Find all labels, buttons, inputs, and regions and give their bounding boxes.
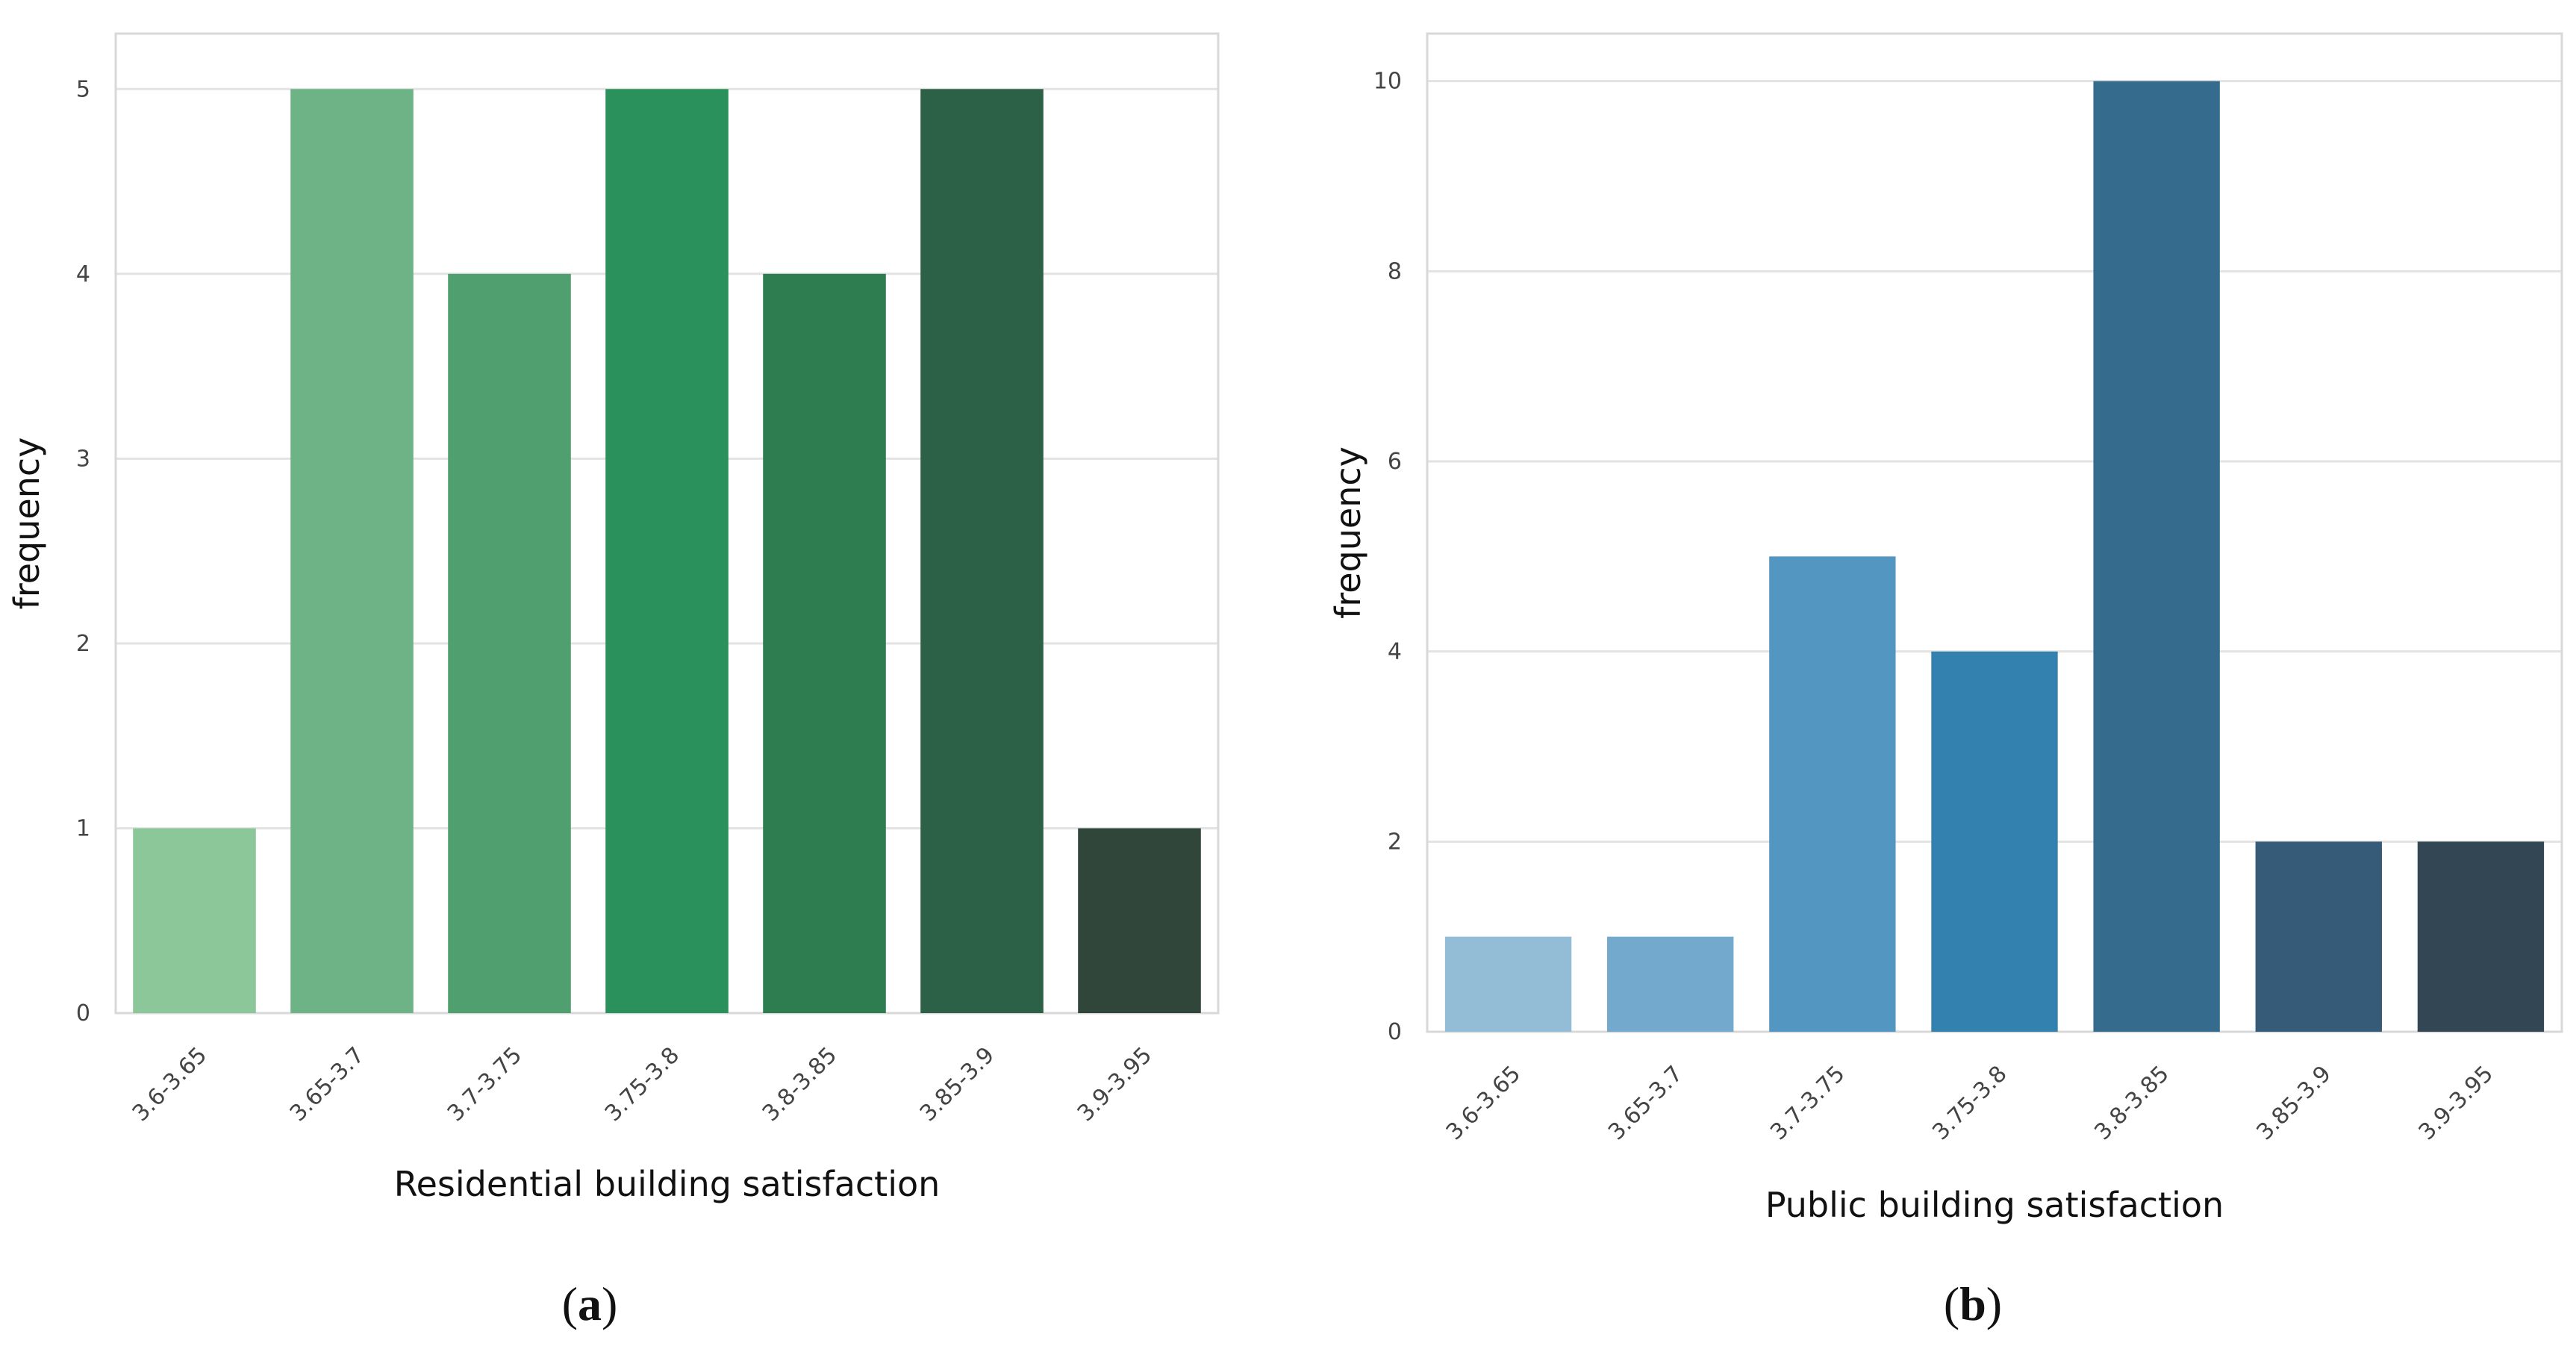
chart-a-bar [448,273,571,1014]
chart-a-bar [290,89,414,1013]
chart-a-xtick-label: 3.7-3.75 [443,1042,527,1127]
chart-a-xtick-label: 3.85-3.9 [915,1042,999,1127]
chart-b-ytick-label: 2 [1388,829,1402,855]
chart-a-ytick-label: 3 [76,446,90,472]
chart-b-ytick-label: 0 [1388,1019,1402,1045]
chart-b-xtick-label: 3.8-3.85 [2089,1061,2174,1145]
chart-a-ytick-label: 1 [76,815,90,841]
chart-b-y-axis-title: frequency [1328,446,1368,619]
chart-a-xtick-label: 3.9-3.95 [1073,1042,1157,1127]
chart-b-xtick-label: 3.85-3.9 [2252,1061,2336,1145]
chart-b-x-axis-title: Public building satisfaction [1765,1185,2224,1225]
chart-a-ytick-label: 5 [76,76,90,102]
chart-a-xtick-label: 3.6-3.65 [128,1042,212,1127]
panel-a-residential-chart: 0 1 2 3 4 5 3.6-3.65 3.65-3.7 3.7-3.75 3.75-3.8 3.… [7,32,1220,1330]
chart-a-bar [133,828,256,1013]
chart-b-xtick-label: 3.65-3.7 [1603,1061,1688,1145]
chart-a-panel-label: (a) [562,1277,618,1330]
chart-b-bar [1607,936,1734,1032]
chart-b-xtick-label: 3.9-3.95 [2414,1061,2498,1145]
chart-b-xtick-label: 3.7-3.75 [1765,1061,1850,1145]
chart-a-xtick-label: 3.75-3.8 [600,1042,684,1127]
chart-b-bar [1444,936,1572,1032]
chart-a-bar [605,89,729,1013]
chart-b-ytick-label: 8 [1388,258,1402,284]
chart-a-bar [763,273,886,1014]
chart-a-y-axis-title: frequency [7,437,47,610]
panel-b-public-chart: 0 2 4 6 8 10 3.6-3.65 3.65-3.7 3.7-3.75 3.75-3.8 3… [1328,32,2563,1330]
chart-a-bar [1078,828,1201,1013]
chart-b-bar [2417,841,2545,1032]
chart-b-bar [2255,841,2382,1032]
chart-b-ytick-label: 6 [1388,449,1402,475]
chart-a-x-axis-title: Residential building satisfaction [394,1164,941,1204]
chart-b-bar [1769,556,1896,1032]
chart-a-bar [920,89,1044,1013]
chart-a-ytick-label: 4 [76,261,90,287]
chart-a-ytick-label: 0 [76,1000,90,1027]
chart-b-xtick-label: 3.6-3.65 [1441,1061,1526,1145]
chart-a-ytick-label: 2 [76,631,90,657]
chart-b-ytick-label: 10 [1373,69,1402,95]
chart-b-ytick-label: 4 [1388,639,1402,665]
chart-b-bar [2093,81,2220,1032]
chart-a-xtick-label: 3.65-3.7 [285,1042,369,1127]
chart-b-panel-label: (b) [1944,1277,2002,1330]
chart-a-xtick-label: 3.8-3.85 [758,1042,842,1127]
chart-b-bar [1931,651,2058,1032]
chart-b-xtick-label: 3.75-3.8 [1927,1061,2012,1145]
